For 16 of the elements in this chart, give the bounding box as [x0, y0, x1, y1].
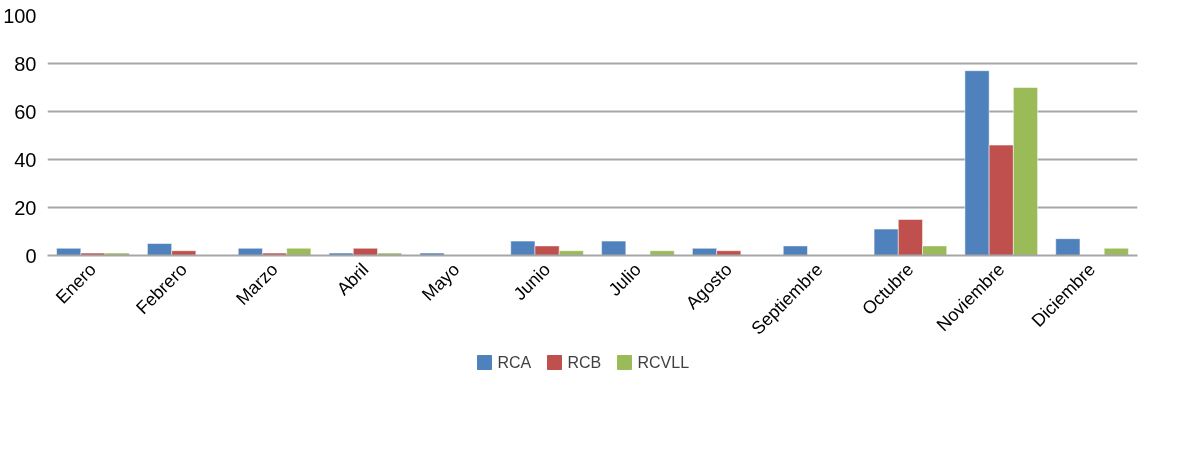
legend-label: RCVLL	[637, 354, 690, 371]
bar	[649, 250, 675, 256]
bar	[1103, 248, 1129, 256]
bar	[1055, 238, 1081, 256]
y-tick-label: 20	[14, 196, 37, 219]
y-tick-label: 40	[14, 148, 37, 171]
y-tick-label: 100	[3, 4, 37, 27]
x-tick-label: Julio	[604, 259, 645, 300]
y-tick-label: 80	[14, 52, 37, 75]
legend-label: RCA	[497, 354, 532, 371]
bar	[783, 245, 808, 256]
y-tick-label: 60	[14, 100, 37, 123]
bar	[419, 252, 445, 256]
legend-label: RCB	[567, 354, 602, 371]
y-tick-label: 0	[25, 244, 37, 267]
bar	[601, 240, 627, 256]
